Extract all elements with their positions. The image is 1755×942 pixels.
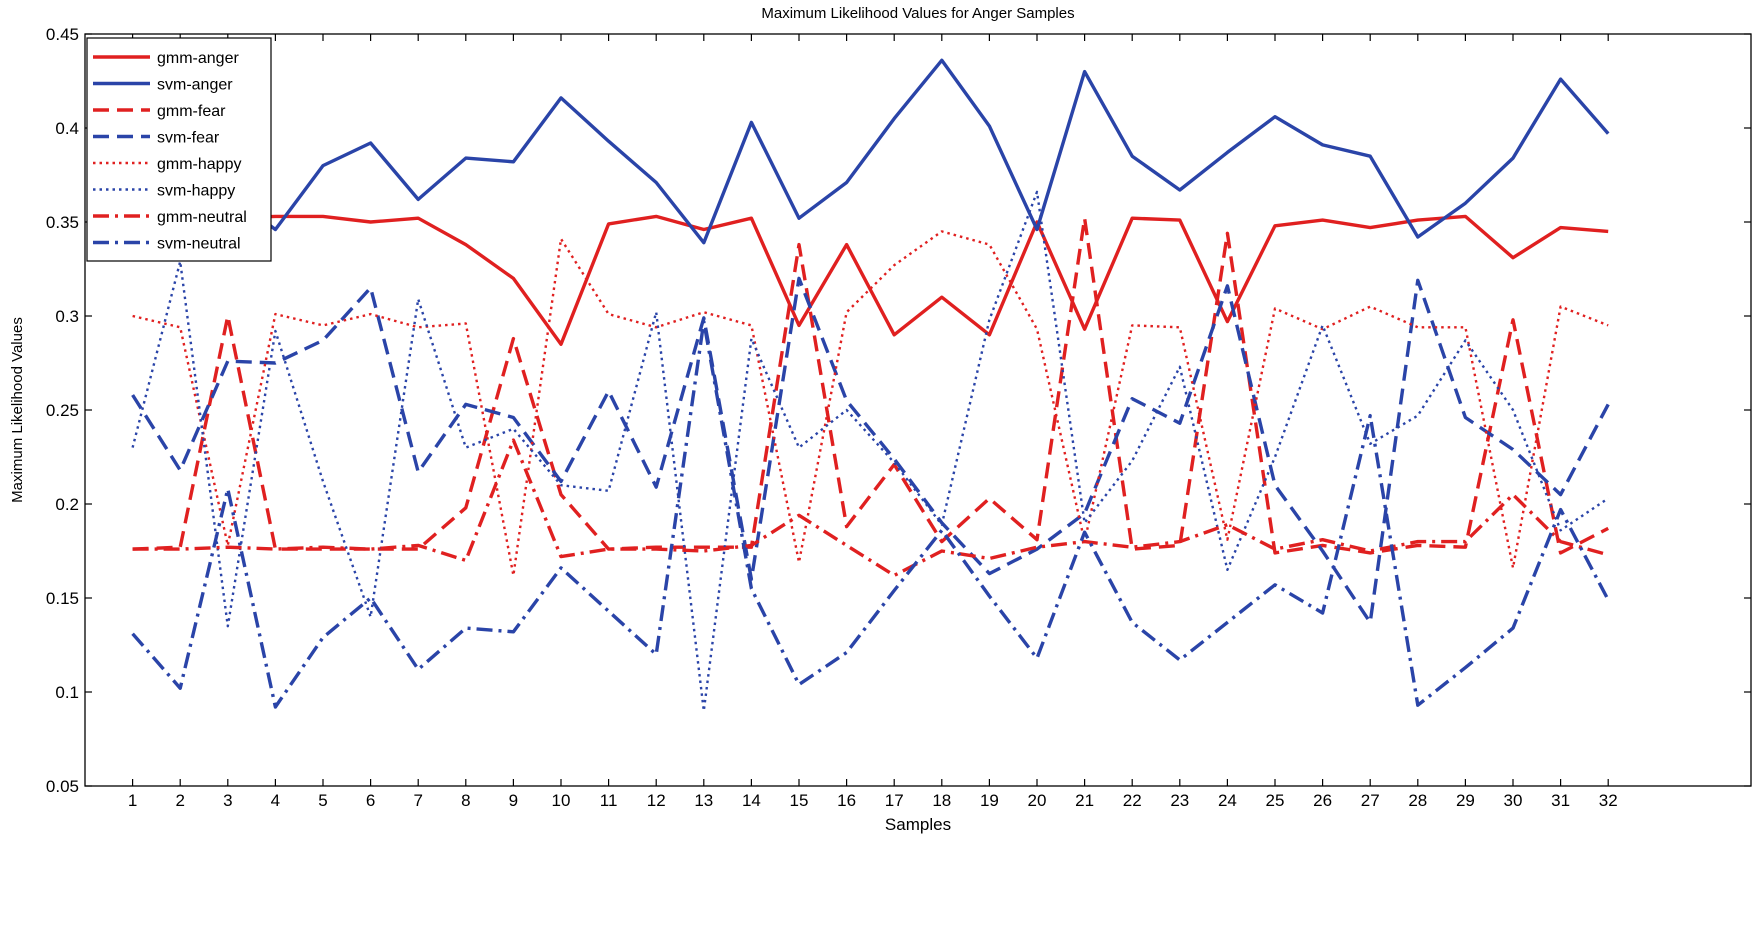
plot-area <box>85 34 1751 786</box>
legend-label-gmm-fear: gmm-fear <box>157 103 226 120</box>
x-tick-label: 11 <box>600 791 618 810</box>
chart-title: Maximum Likelihood Values for Anger Samp… <box>761 5 1074 22</box>
x-tick-label: 7 <box>413 791 422 810</box>
y-tick-label: 0.3 <box>55 307 79 326</box>
x-tick-label: 26 <box>1313 791 1332 810</box>
x-tick-label: 8 <box>461 791 470 810</box>
x-tick-label: 18 <box>932 791 951 810</box>
x-tick-label: 27 <box>1361 791 1380 810</box>
x-tick-label: 31 <box>1551 791 1570 810</box>
x-tick-label: 23 <box>1170 791 1189 810</box>
x-tick-label: 12 <box>647 791 666 810</box>
x-tick-label: 25 <box>1266 791 1285 810</box>
y-tick-label: 0.15 <box>46 589 79 608</box>
x-tick-label: 10 <box>552 791 571 810</box>
legend-label-gmm-neutral: gmm-neutral <box>157 209 247 226</box>
legend: gmm-anger svm-anger gmm-fear svm-fear gmm-ha… <box>87 38 271 261</box>
x-tick-label: 15 <box>790 791 809 810</box>
x-tick-label: 14 <box>742 791 761 810</box>
x-tick-label: 16 <box>837 791 856 810</box>
x-tick-label: 4 <box>271 791 280 810</box>
x-tick-label: 13 <box>694 791 713 810</box>
legend-box <box>87 38 271 261</box>
x-tick-label: 17 <box>885 791 904 810</box>
legend-label-gmm-happy: gmm-happy <box>157 156 241 173</box>
x-tick-label: 21 <box>1075 791 1094 810</box>
x-tick-label: 24 <box>1218 791 1237 810</box>
y-tick-label: 0.1 <box>55 683 79 702</box>
y-tick-label: 0.05 <box>46 777 79 796</box>
x-tick-label: 9 <box>509 791 518 810</box>
x-tick-label: 28 <box>1408 791 1427 810</box>
legend-label-gmm-anger: gmm-anger <box>157 50 239 67</box>
x-tick-label: 5 <box>318 791 327 810</box>
y-axis-label: Maximum Likelihood Values <box>9 317 26 503</box>
x-tick-label: 20 <box>1028 791 1047 810</box>
legend-label-svm-happy: svm-happy <box>157 183 235 200</box>
x-tick-label: 22 <box>1123 791 1142 810</box>
y-tick-label: 0.35 <box>46 213 79 232</box>
x-tick-label: 32 <box>1599 791 1618 810</box>
x-tick-label: 1 <box>128 791 137 810</box>
legend-label-svm-anger: svm-anger <box>157 77 233 94</box>
y-tick-label: 0.2 <box>55 495 79 514</box>
legend-label-svm-neutral: svm-neutral <box>157 236 241 253</box>
legend-label-svm-fear: svm-fear <box>157 130 220 147</box>
x-tick-label: 29 <box>1456 791 1475 810</box>
y-tick-label: 0.4 <box>55 119 79 138</box>
y-tick-label: 0.45 <box>46 25 79 44</box>
x-tick-label: 3 <box>223 791 232 810</box>
x-axis-label: Samples <box>885 815 951 834</box>
x-tick-label: 30 <box>1504 791 1523 810</box>
x-tick-label: 19 <box>980 791 999 810</box>
x-tick-label: 6 <box>366 791 375 810</box>
y-tick-label: 0.25 <box>46 401 79 420</box>
x-tick-label: 2 <box>175 791 184 810</box>
